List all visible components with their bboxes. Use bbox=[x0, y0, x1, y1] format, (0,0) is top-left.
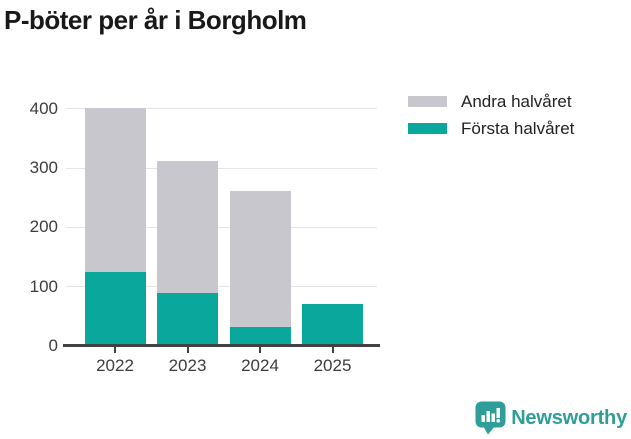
legend-swatch-andra bbox=[408, 96, 447, 107]
bar-segment-2024-andra bbox=[229, 191, 291, 328]
x-tick-2023 bbox=[186, 347, 189, 353]
legend-swatch-forsta bbox=[408, 123, 447, 134]
y-tick-label-0: 0 bbox=[48, 336, 58, 355]
bar-segment-2025-första bbox=[302, 303, 363, 346]
legend-item-andra: Andra halvåret bbox=[408, 88, 574, 115]
chart-title: P-böter per år i Borgholm bbox=[4, 5, 307, 35]
y-axis: 0 100 200 300 400 bbox=[0, 98, 58, 355]
x-tick-label-2022: 2022 bbox=[96, 356, 134, 375]
newsworthy-logo-text: Newsworthy bbox=[511, 406, 627, 429]
bar-segment-2022-första bbox=[84, 271, 146, 346]
x-tick-2025 bbox=[331, 347, 334, 353]
newsworthy-logo-icon bbox=[475, 401, 506, 435]
gridline-400 bbox=[66, 108, 377, 110]
legend-item-forsta: Första halvåret bbox=[408, 115, 574, 142]
chart-legend: Andra halvåret Första halvåret bbox=[408, 88, 574, 142]
gridline-300 bbox=[66, 167, 377, 169]
bar-segment-2024-första bbox=[229, 327, 291, 346]
y-tick-label-300: 300 bbox=[29, 158, 58, 178]
x-tick-2022 bbox=[114, 347, 116, 353]
x-tick-label-2024: 2024 bbox=[241, 356, 279, 375]
x-tick-label-2023: 2023 bbox=[168, 356, 207, 375]
x-tick-label-2025: 2025 bbox=[313, 356, 352, 375]
gridline-200 bbox=[66, 226, 377, 228]
bar-segment-2022-andra bbox=[84, 108, 146, 272]
bar-segment-2023-första bbox=[157, 292, 218, 346]
y-tick-label-100: 100 bbox=[29, 276, 58, 296]
newsworthy-branding: Newsworthy bbox=[475, 401, 627, 435]
legend-label-forsta: Första halvåret bbox=[461, 118, 575, 138]
gridline-100 bbox=[66, 286, 377, 288]
y-tick-label-400: 400 bbox=[29, 98, 58, 118]
x-axis-line bbox=[63, 344, 380, 347]
chart-plot bbox=[65, 100, 378, 346]
legend-label-andra: Andra halvåret bbox=[461, 91, 572, 111]
bar-segment-2023-andra bbox=[157, 161, 218, 293]
y-tick-label-200: 200 bbox=[29, 217, 58, 237]
x-tick-2024 bbox=[259, 347, 261, 353]
